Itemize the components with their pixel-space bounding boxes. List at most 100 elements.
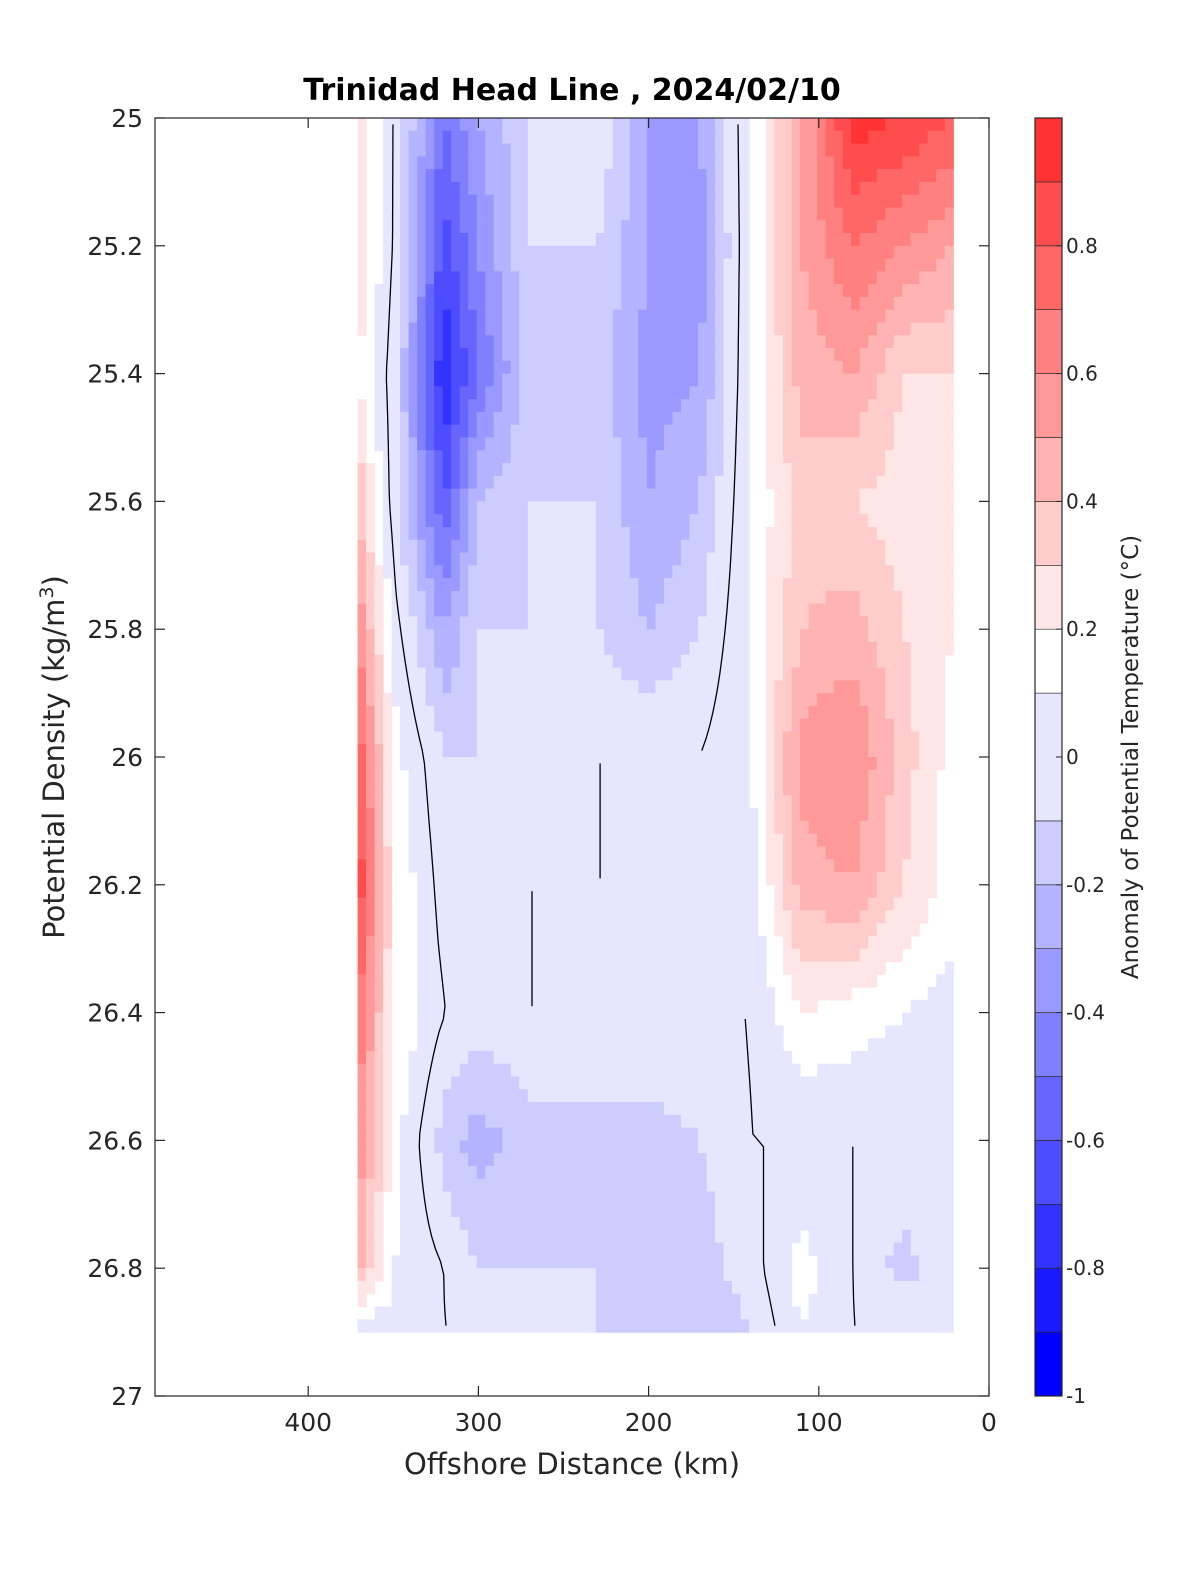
- contour-cell: [544, 948, 554, 963]
- contour-cell: [808, 156, 818, 170]
- contour-cell: [621, 360, 631, 375]
- contour-cell: [868, 872, 878, 886]
- contour-cell: [817, 399, 827, 413]
- contour-cell: [629, 565, 639, 579]
- contour-cell: [621, 1089, 631, 1103]
- contour-cell: [783, 731, 793, 745]
- contour-cell: [485, 335, 495, 349]
- contour-cell: [910, 757, 920, 771]
- contour-cell: [944, 475, 954, 490]
- contour-cell: [927, 1063, 937, 1078]
- contour-cell: [459, 399, 469, 413]
- contour-cell: [672, 360, 682, 375]
- contour-cell: [825, 935, 835, 950]
- contour-cell: [587, 718, 597, 733]
- contour-cell: [740, 935, 750, 950]
- contour-cell: [570, 399, 580, 413]
- contour-cell: [383, 782, 393, 796]
- contour-cell: [689, 705, 699, 720]
- contour-cell: [425, 539, 435, 554]
- contour-cell: [510, 693, 520, 707]
- contour-cell: [434, 437, 444, 451]
- contour-cell: [434, 961, 444, 975]
- contour-cell: [749, 808, 759, 822]
- contour-cell: [638, 1076, 648, 1090]
- contour-cell: [851, 552, 861, 566]
- contour-cell: [425, 910, 435, 924]
- contour-cell: [604, 411, 614, 426]
- contour-cell: [800, 348, 810, 362]
- contour-cell: [434, 130, 444, 145]
- contour-cell: [706, 846, 716, 860]
- contour-cell: [553, 450, 563, 464]
- contour-cell: [468, 1050, 478, 1065]
- contour-cell: [374, 667, 384, 681]
- contour-cell: [595, 143, 605, 157]
- contour-cell: [442, 859, 452, 873]
- contour-cell: [366, 693, 376, 707]
- contour-cell: [595, 271, 605, 285]
- contour-cell: [910, 705, 920, 720]
- contour-cell: [774, 667, 784, 681]
- contour-cell: [638, 820, 648, 835]
- contour-cell: [680, 233, 691, 247]
- contour-cell: [689, 846, 699, 860]
- contour-cell: [476, 705, 486, 720]
- contour-cell: [893, 910, 903, 924]
- contour-cell: [663, 999, 674, 1014]
- contour-cell: [714, 526, 725, 541]
- contour-cell: [689, 884, 699, 899]
- contour-cell: [357, 271, 367, 285]
- contour-cell: [944, 284, 954, 298]
- contour-cell: [655, 1076, 665, 1090]
- contour-cell: [936, 181, 946, 196]
- contour-cell: [910, 999, 920, 1014]
- contour-cell: [927, 808, 937, 822]
- contour-cell: [834, 360, 844, 375]
- contour-cell: [408, 603, 418, 618]
- contour-cell: [910, 616, 920, 630]
- contour-cell: [544, 1025, 554, 1039]
- contour-cell: [663, 411, 674, 426]
- contour-cell: [663, 872, 674, 886]
- contour-cell: [561, 143, 571, 157]
- contour-cell: [527, 1025, 537, 1039]
- contour-cell: [757, 1012, 767, 1026]
- contour-cell: [800, 718, 810, 733]
- contour-cell: [425, 501, 435, 515]
- contour-cell: [791, 744, 801, 758]
- contour-cell: [604, 846, 614, 860]
- contour-cell: [672, 450, 682, 464]
- contour-cell: [519, 309, 529, 324]
- contour-cell: [391, 386, 401, 400]
- contour-cell: [468, 399, 478, 413]
- contour-cell: [646, 923, 656, 937]
- contour-cell: [527, 769, 537, 784]
- contour-cell: [408, 437, 418, 451]
- contour-cell: [680, 450, 691, 464]
- contour-cell: [910, 424, 920, 439]
- contour-cell: [868, 859, 878, 873]
- contour-cell: [876, 539, 886, 554]
- contour-cell: [672, 233, 682, 247]
- contour-cell: [876, 590, 886, 605]
- contour-cell: [706, 705, 716, 720]
- contour-cell: [357, 411, 367, 426]
- contour-cell: [851, 130, 861, 145]
- contour-cell: [536, 437, 546, 451]
- contour-cell: [859, 1063, 869, 1078]
- contour-cell: [672, 463, 682, 477]
- contour-cell: [442, 833, 452, 848]
- contour-cell: [527, 539, 537, 554]
- contour-cell: [417, 731, 427, 745]
- contour-cell: [714, 999, 725, 1014]
- contour-cell: [434, 1089, 444, 1103]
- contour-cell: [553, 463, 563, 477]
- contour-cell: [357, 309, 367, 324]
- contour-cell: [383, 194, 393, 209]
- contour-cell: [783, 1076, 793, 1090]
- contour-cell: [680, 296, 691, 311]
- contour-cell: [638, 411, 648, 426]
- contour-cell: [672, 1050, 682, 1065]
- contour-cell: [442, 910, 452, 924]
